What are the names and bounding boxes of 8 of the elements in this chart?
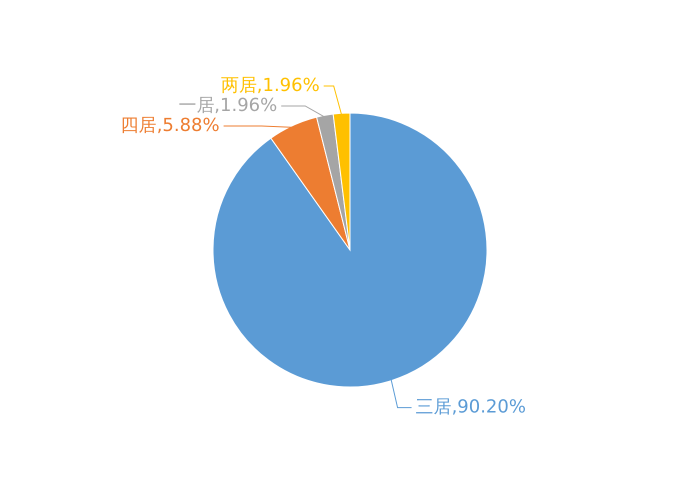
data-label: ,1.96% (214, 94, 278, 116)
data-label: ,5.88% (156, 114, 220, 136)
data-label: ,1.96% (256, 74, 320, 96)
slice-label: 两居 (220, 74, 257, 96)
slice-label: 一居 (178, 94, 214, 116)
data-label: ,90.20% (452, 396, 526, 418)
slice-label: 三居 (416, 396, 452, 418)
slice-label: 四居 (120, 114, 157, 136)
